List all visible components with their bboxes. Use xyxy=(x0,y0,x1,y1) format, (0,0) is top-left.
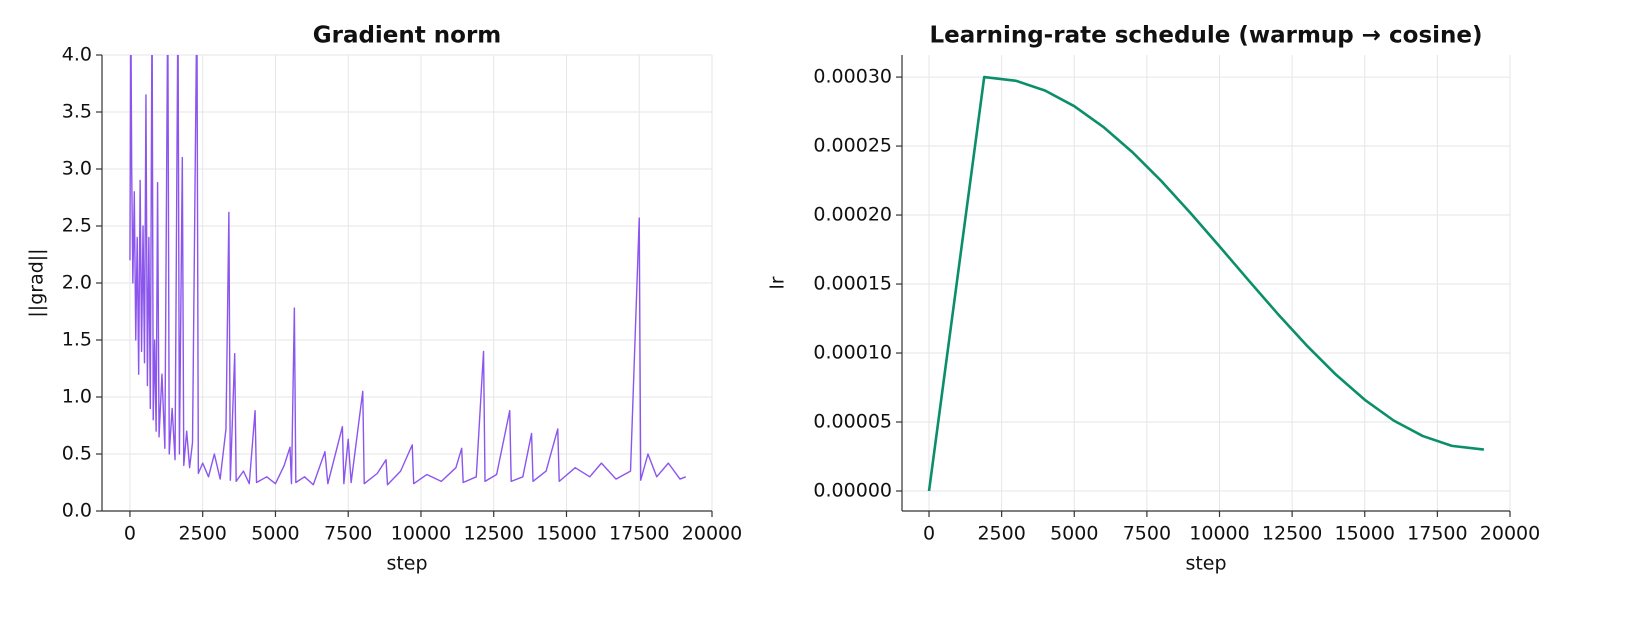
x-tick-label: 0 xyxy=(923,523,935,545)
x-tick-label: 0 xyxy=(124,523,136,545)
y-tick-label: 1.0 xyxy=(62,386,92,408)
x-tick-label: 20000 xyxy=(682,523,742,545)
y-tick-label: 0.00010 xyxy=(813,342,892,364)
x-axis-label: step xyxy=(1185,553,1226,575)
y-tick-label: 2.5 xyxy=(62,215,92,237)
y-tick-label: 0.00015 xyxy=(813,273,892,295)
x-tick-label: 10000 xyxy=(1189,523,1249,545)
chart-title: Gradient norm xyxy=(313,23,502,49)
y-tick-label: 0.0 xyxy=(62,500,92,522)
x-tick-label: 5000 xyxy=(251,523,299,545)
y-tick-label: 1.5 xyxy=(62,329,92,351)
data-line xyxy=(927,75,1485,492)
x-tick-label: 2500 xyxy=(977,523,1025,545)
x-tick-label: 15000 xyxy=(536,523,596,545)
y-tick-label: 0.00030 xyxy=(813,66,892,88)
x-axis-label: step xyxy=(386,553,427,575)
x-tick-label: 10000 xyxy=(391,523,451,545)
x-tick-label: 17500 xyxy=(1407,523,1467,545)
x-tick-label: 2500 xyxy=(179,523,227,545)
y-tick-label: 0.00005 xyxy=(813,411,892,433)
data-line xyxy=(129,55,687,486)
x-tick-label: 7500 xyxy=(1123,523,1171,545)
y-tick-label: 0.00020 xyxy=(813,204,892,226)
chart-title: Learning-rate schedule (warmup → cosine) xyxy=(929,23,1482,49)
x-tick-label: 15000 xyxy=(1335,523,1395,545)
x-tick-label: 5000 xyxy=(1050,523,1098,545)
y-tick-label: 0.00000 xyxy=(813,479,892,501)
y-tick-label: 0.5 xyxy=(62,443,92,465)
y-tick-label: 0.00025 xyxy=(813,135,892,157)
x-tick-label: 20000 xyxy=(1480,523,1540,545)
x-tick-label: 12500 xyxy=(1262,523,1322,545)
y-tick-label: 3.5 xyxy=(62,101,92,123)
y-tick-label: 2.0 xyxy=(62,272,92,294)
y-tick-label: 4.0 xyxy=(62,44,92,66)
x-tick-label: 12500 xyxy=(464,523,524,545)
y-axis-label: ||grad|| xyxy=(26,248,48,317)
y-tick-label: 3.0 xyxy=(62,158,92,180)
x-tick-label: 17500 xyxy=(609,523,669,545)
y-axis-label: lr xyxy=(767,276,789,289)
x-tick-label: 7500 xyxy=(324,523,372,545)
